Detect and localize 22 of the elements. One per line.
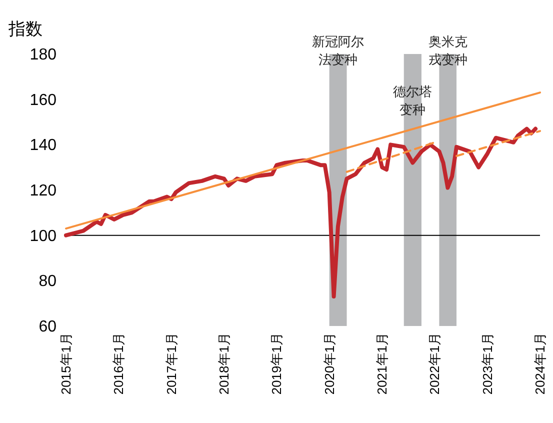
- band-label: 奥米克戎变种: [428, 35, 468, 68]
- y-tick-label: 100: [30, 228, 57, 245]
- x-tick-label: 2015年1月: [58, 332, 74, 395]
- x-tick-label: 2024年1月: [532, 332, 548, 395]
- x-tick-label: 2022年1月: [427, 332, 442, 395]
- x-tick-label: 2021年1月: [374, 332, 390, 395]
- y-tick-label: 80: [38, 273, 57, 290]
- y-tick-label: 180: [30, 46, 57, 64]
- x-tick-label: 2016年1月: [111, 332, 126, 395]
- y-tick-label: 120: [30, 182, 57, 200]
- band-label: 德尔塔变种: [393, 85, 432, 118]
- x-tick-label: 2023年1月: [480, 332, 495, 395]
- x-tick-label: 2017年1月: [164, 332, 179, 395]
- x-tick-label: 2019年1月: [269, 332, 284, 395]
- line-series: [64, 126, 538, 299]
- y-axis-title: 指数: [8, 20, 42, 38]
- y-tick-label: 140: [30, 137, 57, 154]
- y-tick-label: 160: [30, 92, 57, 109]
- x-tick-label: 2020年1月: [322, 332, 337, 395]
- band-label: 新冠阿尔法变种: [312, 35, 364, 68]
- x-tick-label: 2018年1月: [216, 332, 232, 395]
- y-tick-label: 60: [38, 318, 57, 336]
